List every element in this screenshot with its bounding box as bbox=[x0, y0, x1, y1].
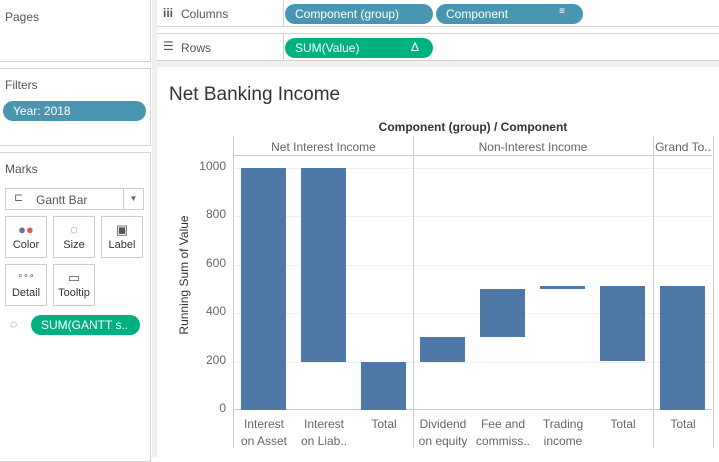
bar bbox=[600, 286, 645, 362]
y-axis-label: Running Sum of Value bbox=[177, 215, 191, 335]
bar bbox=[420, 337, 465, 362]
color-label: Color bbox=[12, 239, 40, 251]
x-tick-label: Total bbox=[610, 417, 636, 431]
label-label: Label bbox=[108, 239, 136, 251]
bar bbox=[660, 286, 705, 410]
x-axis-line bbox=[233, 409, 712, 410]
mark-type-dropdown[interactable]: ⊏ Gantt Bar ▼ bbox=[5, 188, 144, 210]
chart-title: Net Banking Income bbox=[169, 84, 341, 105]
y-tick-label: 0 bbox=[219, 401, 226, 415]
group-header: Grand To.. bbox=[655, 140, 711, 154]
group-divider bbox=[713, 136, 714, 448]
x-tick-label: on Asset bbox=[240, 434, 288, 448]
size-measure-pill[interactable]: SUM(GANTT s.. bbox=[31, 315, 140, 335]
y-tick-label: 200 bbox=[205, 352, 226, 367]
rows-pill-sum-value[interactable]: SUM(Value) bbox=[285, 38, 433, 58]
filters-title: Filters bbox=[5, 78, 38, 92]
marks-panel: Marks ⊏ Gantt Bar ▼ ●● Color ◌ Size ▣ La… bbox=[0, 152, 151, 462]
gridline bbox=[234, 264, 712, 266]
y-tick-label: 400 bbox=[205, 304, 226, 318]
detail-label: Detail bbox=[11, 287, 41, 299]
x-tick-label: Total bbox=[371, 417, 397, 431]
pages-title: Pages bbox=[5, 10, 40, 24]
label-button[interactable]: ▣ Label bbox=[101, 216, 143, 258]
x-tick-label: Total bbox=[670, 417, 696, 431]
size-label: Size bbox=[63, 239, 85, 251]
x-tick-label: Fee and bbox=[480, 417, 526, 431]
tooltip-button[interactable]: ▭ Tooltip bbox=[53, 264, 95, 306]
detail-button[interactable]: ∘∘∘ Detail bbox=[5, 264, 47, 306]
bar bbox=[361, 361, 406, 410]
size-icon: ◌ bbox=[10, 317, 18, 331]
x-tick-label: on equity bbox=[418, 434, 468, 448]
columns-icon: iii bbox=[163, 6, 174, 20]
columns-pill-component-group[interactable]: Component (group) bbox=[285, 4, 433, 24]
x-tick-label: Interest bbox=[303, 417, 345, 431]
chevron-down-icon: ▼ bbox=[123, 189, 143, 209]
detail-icon: ∘∘∘ bbox=[17, 270, 35, 280]
group-divider bbox=[413, 136, 414, 448]
gridline bbox=[234, 361, 712, 363]
gantt-icon: ⊏ bbox=[14, 192, 24, 204]
header-line bbox=[233, 155, 712, 156]
size-icon: ◌ bbox=[70, 222, 78, 237]
color-button[interactable]: ●● Color bbox=[5, 216, 47, 258]
gridline bbox=[234, 313, 712, 314]
tooltip-label: Tooltip bbox=[58, 287, 90, 299]
group-divider bbox=[653, 136, 654, 448]
y-tick-label: 600 bbox=[205, 255, 226, 270]
bar bbox=[540, 286, 585, 289]
shelf-gap bbox=[157, 61, 719, 67]
color-dots-icon: ●● bbox=[18, 222, 34, 237]
gridline bbox=[234, 167, 712, 169]
rows-shelf: ☰ Rows SUM(Value) Δ bbox=[157, 33, 719, 61]
bar bbox=[480, 288, 525, 338]
y-tick-label: 800 bbox=[205, 207, 226, 221]
group-header: Net Interest Income bbox=[271, 140, 376, 154]
rows-label: Rows bbox=[181, 41, 212, 55]
columns-label: Columns bbox=[181, 7, 229, 21]
x-tick-label: Trading bbox=[542, 417, 584, 431]
gridline bbox=[234, 216, 712, 217]
filter-pill-year[interactable]: Year: 2018 bbox=[3, 101, 146, 121]
bar bbox=[241, 167, 286, 410]
columns-shelf: iii Columns Component (group) Component … bbox=[157, 0, 719, 27]
filters-panel: Filters Year: 2018 bbox=[0, 68, 151, 146]
x-tick-label: on Liab.. bbox=[300, 434, 348, 448]
pages-panel: Pages bbox=[0, 0, 151, 62]
x-tick-label: Dividend bbox=[419, 417, 467, 431]
x-tick-label: income bbox=[543, 434, 583, 448]
label-icon: ▣ bbox=[115, 222, 129, 237]
tooltip-icon: ▭ bbox=[67, 270, 81, 285]
group-header: Non-Interest Income bbox=[478, 140, 588, 154]
delta-icon: Δ bbox=[411, 40, 420, 54]
x-tick-label: Interest bbox=[243, 417, 285, 431]
marks-title: Marks bbox=[5, 162, 38, 176]
panel-divider bbox=[152, 0, 157, 457]
size-button[interactable]: ◌ Size bbox=[53, 216, 95, 258]
mark-type-label: Gantt Bar bbox=[36, 193, 88, 207]
sort-icon: ≡ bbox=[559, 6, 565, 17]
columns-pill-component[interactable]: Component bbox=[436, 4, 583, 24]
bar bbox=[301, 167, 346, 362]
x-tick-label: commiss.. bbox=[476, 434, 530, 448]
y-axis-line bbox=[233, 136, 234, 448]
rows-icon: ☰ bbox=[163, 39, 174, 53]
y-tick-label: 1000 bbox=[199, 158, 226, 173]
column-header-title: Component (group) / Component bbox=[378, 120, 568, 134]
